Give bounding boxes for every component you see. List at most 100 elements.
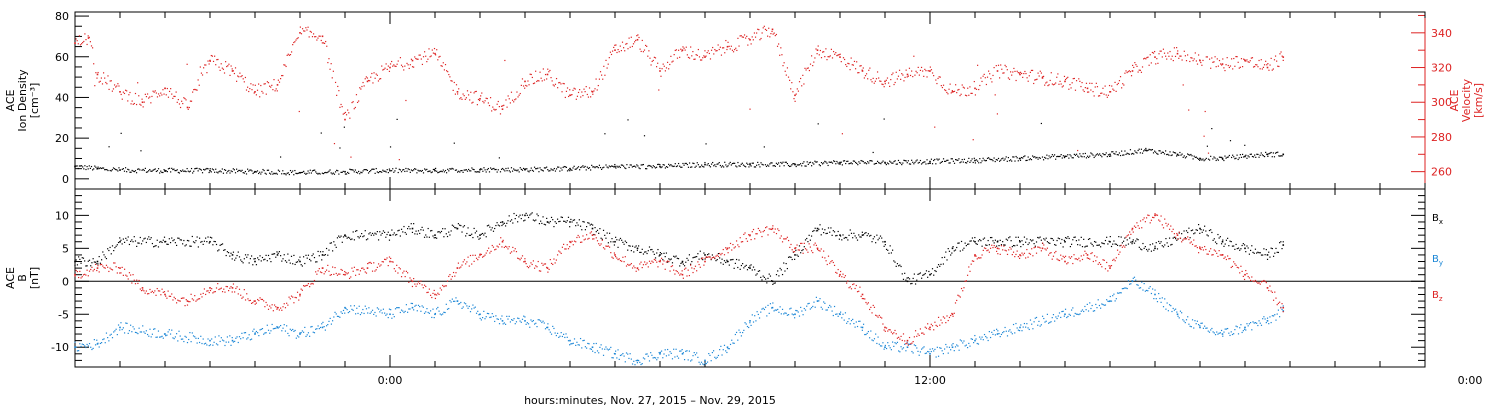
bz-point xyxy=(392,261,393,262)
velocity-point xyxy=(1268,70,1269,71)
density-point xyxy=(243,172,244,173)
bz-point xyxy=(276,309,277,310)
bz-point xyxy=(80,277,81,278)
bz-point xyxy=(309,286,310,287)
by-point xyxy=(201,343,202,344)
density-point xyxy=(97,167,98,168)
by-point xyxy=(848,318,849,319)
density-point xyxy=(502,168,503,169)
velocity-point xyxy=(78,43,79,44)
velocity-point xyxy=(362,82,363,83)
bx-point xyxy=(372,233,373,234)
bx-point xyxy=(1110,236,1111,237)
velocity-point xyxy=(501,106,502,107)
density-point xyxy=(335,171,336,172)
density-point xyxy=(723,166,724,167)
density-point xyxy=(455,170,456,171)
bx-point xyxy=(86,265,87,266)
density-point xyxy=(778,162,779,163)
bx-point xyxy=(1185,237,1186,238)
bx-point xyxy=(441,231,442,232)
bx-point xyxy=(116,246,117,247)
bx-point xyxy=(344,235,345,236)
density-point xyxy=(125,167,126,168)
by-point xyxy=(168,331,169,332)
velocity-point xyxy=(1246,59,1247,60)
bx-point xyxy=(254,261,256,263)
velocity-point xyxy=(247,87,248,88)
density-point xyxy=(1262,154,1263,155)
density-point xyxy=(1031,159,1032,160)
by-point xyxy=(1177,313,1179,315)
bz-point xyxy=(279,309,280,310)
by-point xyxy=(490,316,491,317)
bx-point xyxy=(527,215,528,216)
by-point xyxy=(495,315,496,316)
density-point xyxy=(715,166,716,167)
bx-point xyxy=(261,260,262,261)
density-point xyxy=(721,166,722,167)
velocity-point xyxy=(936,83,937,84)
velocity-point xyxy=(871,81,872,82)
density-point xyxy=(167,171,168,172)
velocity-point xyxy=(952,90,953,91)
density-point xyxy=(213,169,214,170)
density-point xyxy=(233,168,234,169)
density-point xyxy=(150,171,151,172)
density-point xyxy=(634,166,635,167)
density-point xyxy=(773,165,774,166)
velocity-point xyxy=(340,104,341,105)
bx-point xyxy=(965,243,966,244)
density-point xyxy=(803,161,804,162)
by-point xyxy=(1242,332,1243,333)
velocity-point xyxy=(389,71,390,72)
density-point xyxy=(196,168,197,169)
by-point xyxy=(540,320,541,321)
by-point xyxy=(948,353,949,354)
velocity-point xyxy=(114,84,115,85)
bx-point xyxy=(673,256,674,257)
bx-point xyxy=(877,239,878,240)
bx-point xyxy=(532,212,533,213)
density-point xyxy=(552,169,553,170)
by-point xyxy=(898,350,899,351)
density-point xyxy=(582,165,583,166)
density-point xyxy=(447,169,448,170)
velocity-point xyxy=(105,82,106,83)
by-point xyxy=(1037,325,1038,326)
velocity-point xyxy=(123,92,124,93)
velocity-point xyxy=(492,107,493,108)
bx-point xyxy=(1265,254,1266,255)
bx-point xyxy=(270,261,271,262)
by-point xyxy=(991,332,992,333)
by-point xyxy=(117,334,118,335)
density-point xyxy=(957,160,958,161)
density-point xyxy=(1189,155,1190,156)
by-point xyxy=(457,301,458,302)
by-point xyxy=(316,328,317,329)
bz-point xyxy=(389,256,390,257)
density-point xyxy=(801,165,802,166)
bx-point xyxy=(137,242,138,243)
velocity-point xyxy=(166,94,167,95)
by-point xyxy=(760,312,761,313)
by-point xyxy=(1261,325,1262,326)
velocity-point xyxy=(101,77,102,78)
bx-point xyxy=(1043,238,1044,239)
bx-point xyxy=(171,237,172,238)
velocity-point xyxy=(910,75,911,76)
bx-point xyxy=(139,243,140,244)
bx-point xyxy=(723,264,724,265)
bz-point xyxy=(384,259,385,260)
by-point xyxy=(571,343,572,344)
density-point xyxy=(633,166,634,167)
density-point xyxy=(205,169,206,170)
density-point xyxy=(486,171,487,172)
bx-point xyxy=(1094,241,1095,242)
density-point xyxy=(521,169,522,170)
velocity-point xyxy=(657,63,658,64)
by-point xyxy=(678,358,679,359)
by-point xyxy=(694,352,695,353)
velocity-point xyxy=(1183,84,1184,85)
bz-point xyxy=(119,267,121,269)
